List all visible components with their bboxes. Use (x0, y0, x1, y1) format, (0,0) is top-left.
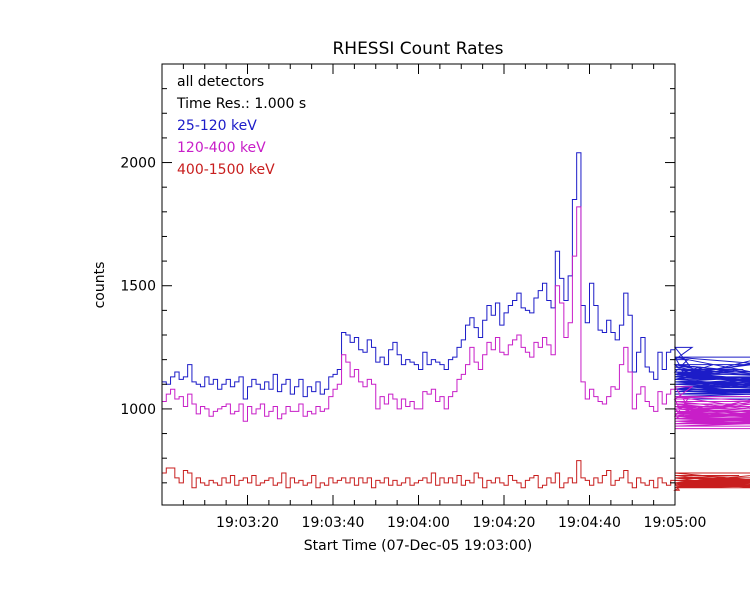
legend: all detectors Time Res.: 1.000 s 25-120 ke… (176, 74, 306, 178)
x-tick-label: 19:03:20 (216, 515, 279, 531)
series-layer (162, 152, 750, 491)
x-tick-label: 19:03:40 (302, 515, 365, 531)
x-tick-label: 19:05:00 (644, 515, 707, 531)
legend-note: Time Res.: 1.000 s (176, 96, 306, 112)
series-line-1 (162, 152, 750, 400)
chart-title: RHESSI Count Rates (332, 39, 503, 59)
x-tick-label: 19:04:40 (558, 515, 621, 531)
y-tick-label: 1500 (120, 279, 156, 295)
series-line-3 (162, 460, 750, 491)
x-tick-label: 19:04:20 (473, 515, 536, 531)
y-tick-label: 1000 (120, 402, 156, 418)
legend-entry: 25-120 keV (177, 118, 257, 134)
y-axis-label: counts (92, 262, 108, 309)
legend-entry: 120-400 keV (177, 140, 266, 156)
series-line-2 (162, 206, 750, 430)
axis-ticks: 19:03:20 19:03:40 19:04:00 19:04:20 19:04:40… (120, 64, 706, 531)
legend-entry: 400-1500 keV (177, 162, 275, 178)
legend-note: all detectors (177, 74, 264, 90)
x-tick-label: 19:04:00 (387, 515, 450, 531)
plot-frame (161, 63, 676, 506)
y-tick-label: 2000 (120, 156, 156, 172)
x-axis-label: Start Time (07-Dec-05 19:03:00) (304, 538, 532, 554)
